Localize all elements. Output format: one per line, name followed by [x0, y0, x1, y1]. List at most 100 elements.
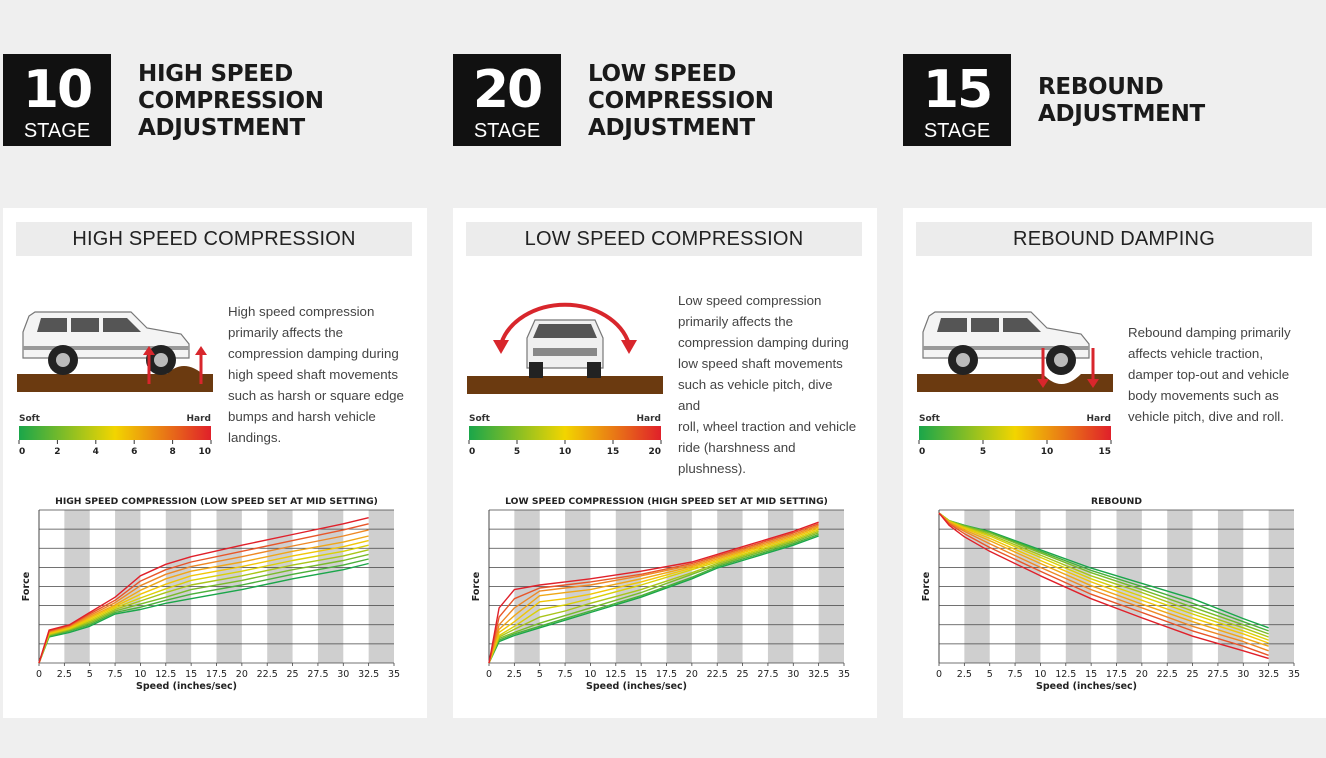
- scale-tick-label: 5: [514, 447, 520, 457]
- panel-low-speed: LOW SPEED COMPRESSION Low speed compress…: [453, 208, 877, 718]
- panel-high-speed: HIGH SPEED COMPRESSION High speed compre…: [3, 208, 427, 718]
- description-line: ride (harshness and: [678, 440, 796, 455]
- description-line: such as vehicle pitch, dive and: [678, 377, 833, 413]
- description-line: landings.: [228, 430, 282, 445]
- series-line: [38, 558, 369, 664]
- soft-hard-scale: Soft Hard 0 5 10 15 20: [467, 410, 663, 460]
- arrow-head-icon: [493, 340, 509, 354]
- x-tick-label: 22.5: [257, 669, 278, 680]
- scale-tick-label: 5: [980, 447, 986, 457]
- series-line: [938, 512, 1269, 647]
- x-tick-label: 30: [787, 669, 799, 680]
- ground-icon: [917, 374, 1113, 392]
- x-tick-label: 2.5: [957, 669, 972, 680]
- high-speed-compression-chart: HIGH SPEED COMPRESSION (LOW SPEED SET AT…: [9, 488, 421, 708]
- stage-label: STAGE: [473, 120, 541, 142]
- stage-number: 10: [22, 60, 93, 120]
- x-tick-label: 12.5: [605, 669, 626, 680]
- x-tick-label: 10: [1034, 669, 1046, 680]
- series-line: [38, 517, 369, 664]
- title-line: COMPRESSION: [588, 88, 774, 114]
- title-line: LOW SPEED: [588, 61, 737, 87]
- scale-gradient-bar: [919, 426, 1111, 440]
- stage-title-low-speed: LOW SPEED COMPRESSION ADJUSTMENT: [588, 61, 838, 142]
- scale-tick-label: 0: [469, 447, 475, 457]
- car-body-icon: [922, 311, 1090, 375]
- description-line: plushness).: [678, 461, 746, 476]
- arrow-head-icon: [1087, 379, 1099, 388]
- chart-title: HIGH SPEED COMPRESSION (LOW SPEED SET AT…: [55, 496, 378, 507]
- x-tick-label: 10: [134, 669, 146, 680]
- x-tick-label: 0: [36, 669, 42, 680]
- scale-gradient-bar: [469, 426, 661, 440]
- series-line: [938, 512, 1269, 652]
- description-line: Rebound damping primarily: [1128, 325, 1291, 340]
- stage-number: 15: [922, 60, 993, 120]
- soft-hard-scale: Soft Hard 0 5 10 15: [917, 410, 1113, 460]
- scale-tick-label: 10: [559, 447, 572, 457]
- x-tick-label: 17.5: [656, 669, 677, 680]
- description-line: compression damping during: [228, 346, 399, 361]
- stage-title-rebound: REBOUND ADJUSTMENT: [1038, 74, 1288, 128]
- title-line: ADJUSTMENT: [588, 115, 755, 141]
- x-tick-label: 2.5: [507, 669, 522, 680]
- x-tick-label: 25: [287, 669, 299, 680]
- x-tick-label: 17.5: [1106, 669, 1127, 680]
- stage-label: STAGE: [23, 120, 91, 142]
- x-tick-label: 10: [584, 669, 596, 680]
- arrow-head-icon: [195, 346, 207, 355]
- series-line: [938, 512, 1269, 660]
- roll-arc-icon: [499, 302, 631, 345]
- description-line: low speed shaft movements: [678, 356, 843, 371]
- low-speed-compression-chart: LOW SPEED COMPRESSION (HIGH SPEED SET AT…: [459, 488, 871, 708]
- scale-hard-label: Hard: [1087, 414, 1112, 424]
- title-line: ADJUSTMENT: [138, 115, 305, 141]
- x-tick-label: 7.5: [108, 669, 123, 680]
- car-front-icon: [526, 319, 604, 378]
- scale-tick-label: 8: [169, 447, 175, 457]
- description-line: primarily affects the: [678, 314, 794, 329]
- panel-header: LOW SPEED COMPRESSION: [466, 222, 862, 256]
- x-tick-label: 25: [737, 669, 749, 680]
- x-tick-label: 30: [337, 669, 349, 680]
- arrow-head-icon: [143, 346, 155, 355]
- rebound-chart: REBOUND 0 2.5 5 7.5 10 12.5 15 17.5 20 22.5 25 27.5 3…: [909, 488, 1321, 708]
- series-line: [488, 533, 819, 664]
- title-line: ADJUSTMENT: [1038, 101, 1205, 127]
- description-line: Low speed compression: [678, 293, 822, 308]
- scale-tick-label: 0: [19, 447, 25, 457]
- y-axis-label: Force: [921, 572, 932, 601]
- stage-badge-low-speed: 20 STAGE: [453, 54, 561, 146]
- x-tick-label: 27.5: [757, 669, 778, 680]
- title-line: COMPRESSION: [138, 88, 324, 114]
- scale-tick-label: 2: [54, 447, 60, 457]
- car-side-rebound-illustration: [915, 298, 1115, 398]
- x-tick-label: 12.5: [1055, 669, 1076, 680]
- x-tick-label: 7.5: [558, 669, 573, 680]
- x-tick-label: 22.5: [1157, 669, 1178, 680]
- description-line: vehicle pitch, dive and roll.: [1128, 409, 1284, 424]
- panel-description: High speed compression primarily affects…: [228, 301, 408, 448]
- x-tick-label: 7.5: [1008, 669, 1023, 680]
- x-tick-label: 35: [388, 669, 400, 680]
- x-axis-label: Speed (inches/sec): [136, 681, 237, 692]
- scale-soft-label: Soft: [19, 414, 41, 424]
- scale-tick-label: 10: [1041, 447, 1054, 457]
- panel-description: Rebound damping primarily affects vehicl…: [1128, 322, 1308, 427]
- stage-badge-high-speed: 10 STAGE: [3, 54, 111, 146]
- scale-tick-label: 15: [607, 447, 620, 457]
- description-line: body movements such as: [1128, 388, 1279, 403]
- chart-title: LOW SPEED COMPRESSION (HIGH SPEED SET AT…: [505, 496, 828, 507]
- x-tick-label: 15: [1085, 669, 1097, 680]
- description-line: high speed shaft movements: [228, 367, 399, 382]
- scale-tick-label: 0: [919, 447, 925, 457]
- scale-soft-label: Soft: [919, 414, 941, 424]
- ground-icon: [467, 376, 663, 394]
- x-tick-label: 27.5: [307, 669, 328, 680]
- description-line: bumps and harsh vehicle: [228, 409, 376, 424]
- x-tick-label: 5: [87, 669, 93, 680]
- x-tick-label: 27.5: [1207, 669, 1228, 680]
- description-line: compression damping during: [678, 335, 849, 350]
- series-line: [938, 512, 1269, 638]
- x-tick-label: 5: [987, 669, 993, 680]
